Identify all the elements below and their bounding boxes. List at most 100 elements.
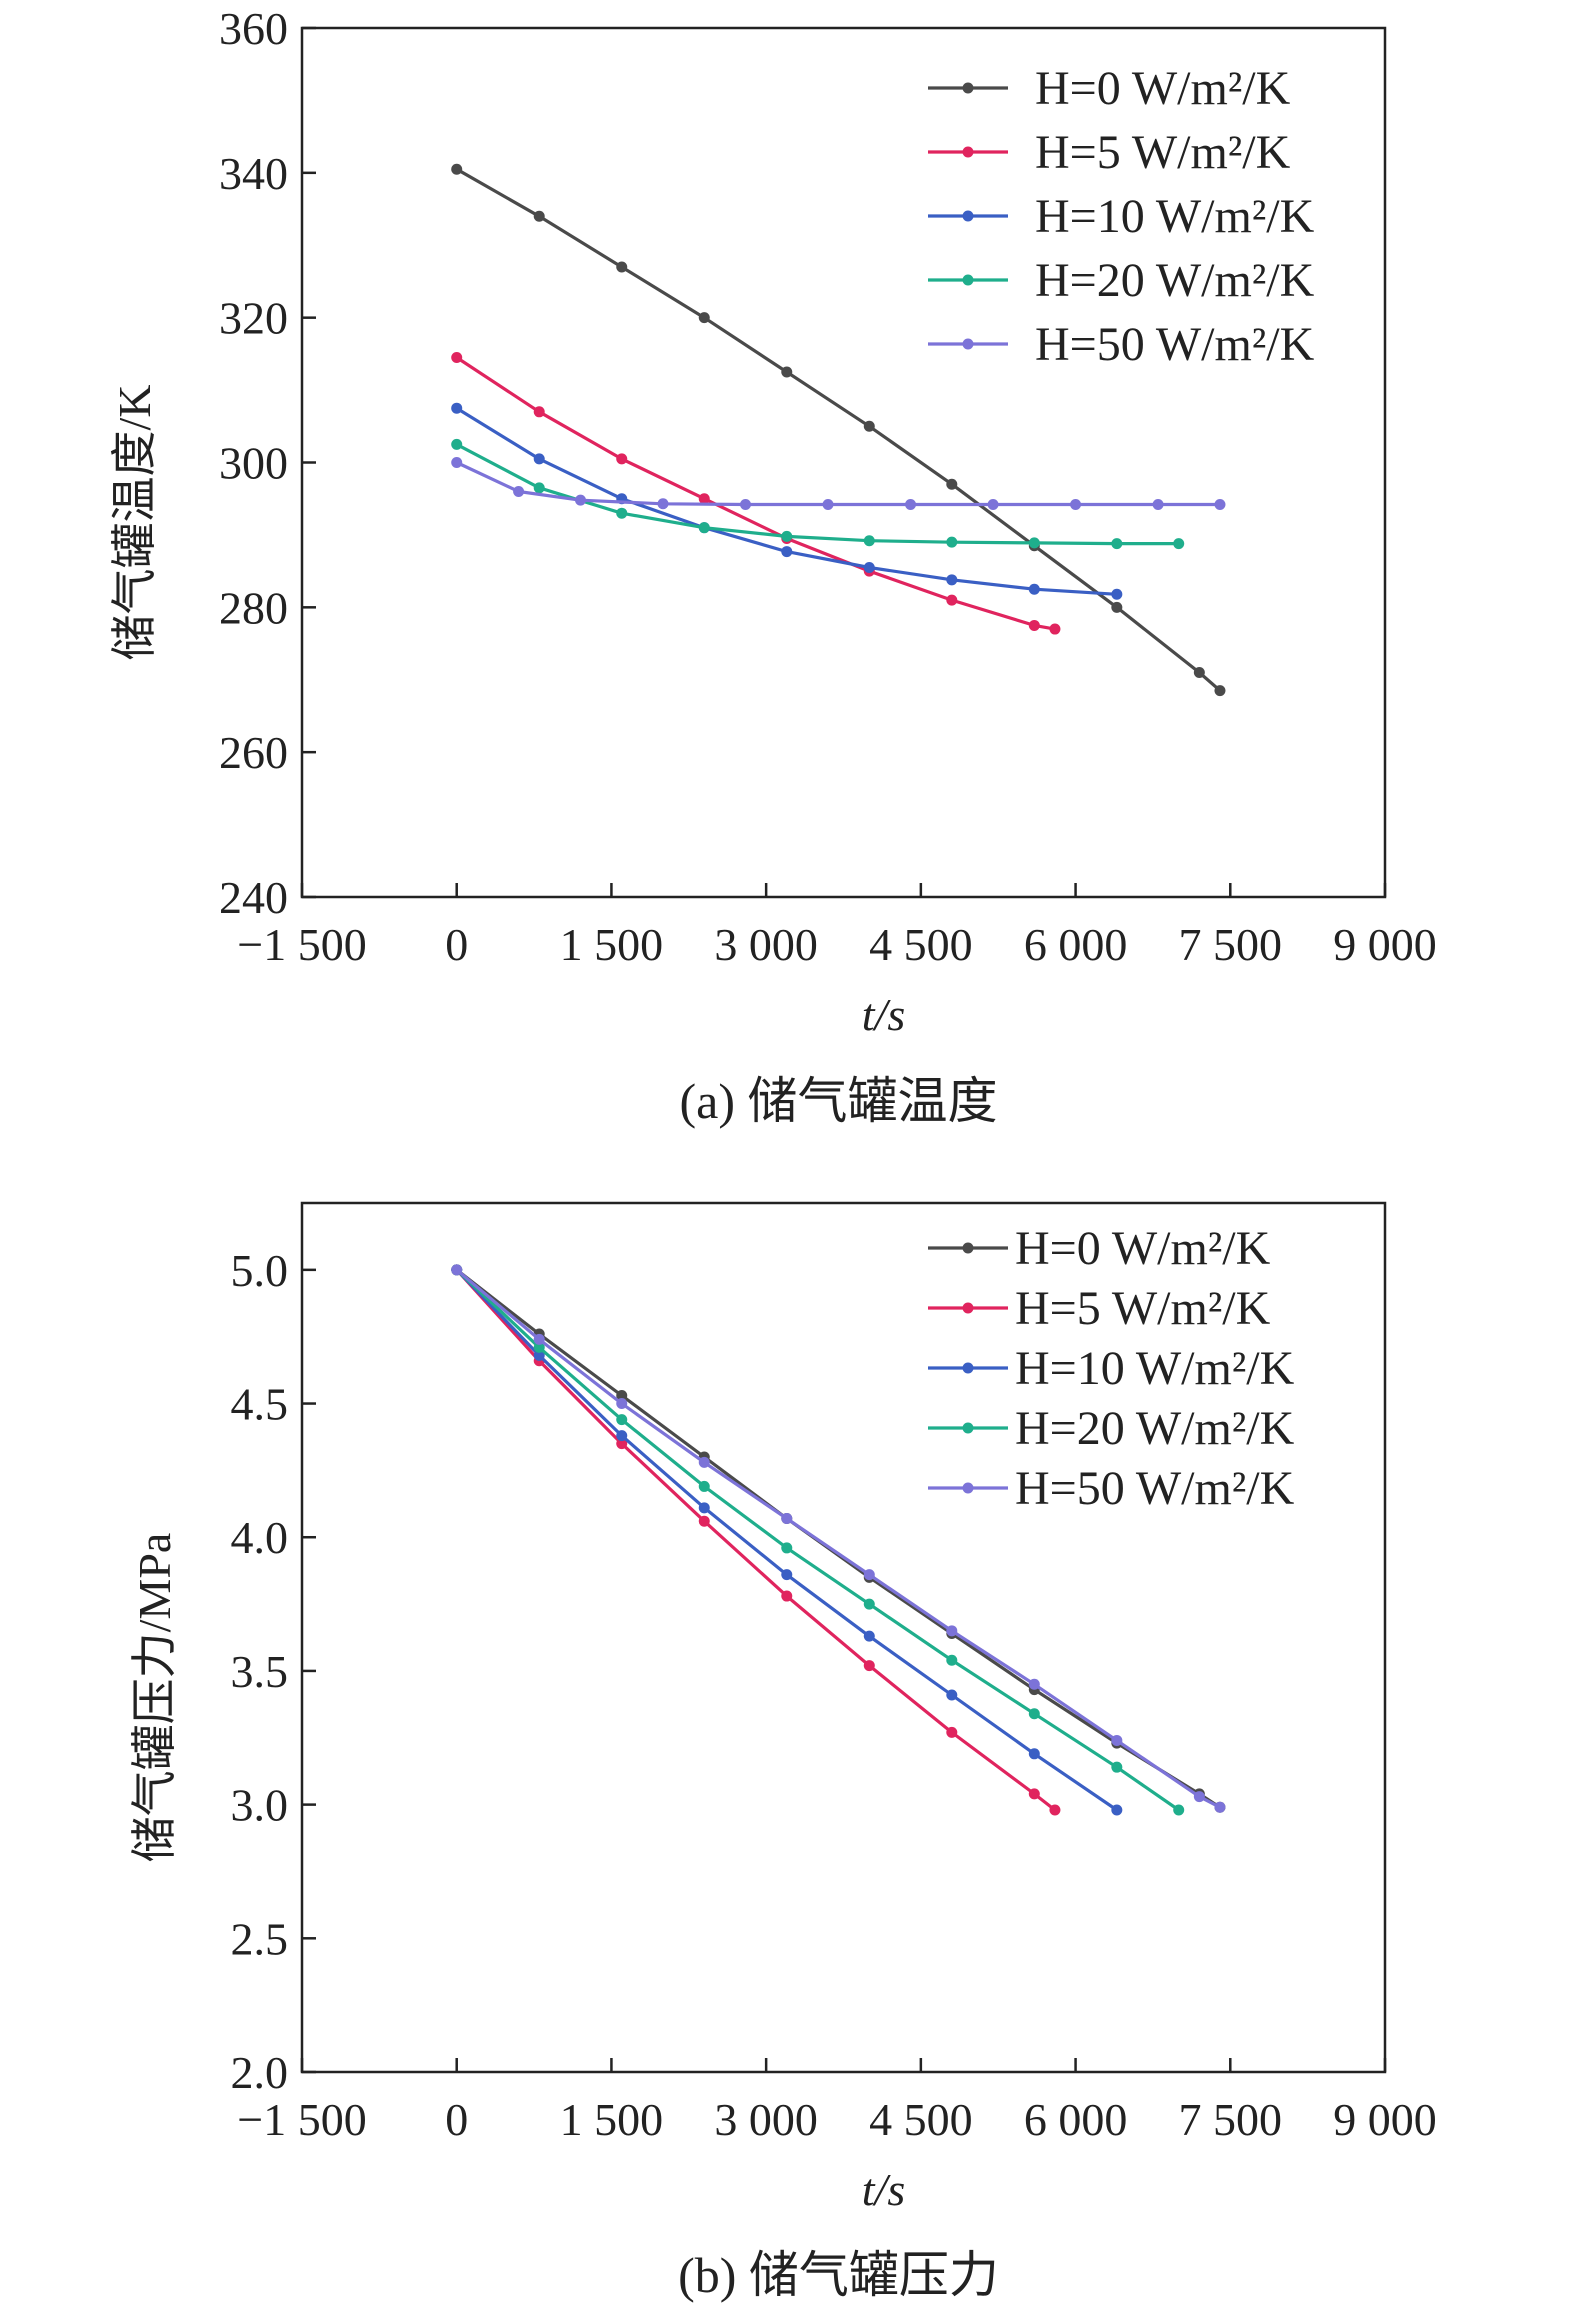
data-point	[740, 499, 752, 511]
data-point	[616, 1430, 628, 1442]
y-tick-label: 3.0	[231, 1780, 289, 1831]
data-point	[946, 594, 958, 606]
data-point	[1214, 685, 1226, 697]
data-point	[1111, 601, 1123, 613]
x-tick-label: 0	[445, 2094, 468, 2145]
legend-label: H=50 W/m²/K	[1035, 318, 1315, 371]
data-point	[781, 366, 793, 378]
data-point	[616, 1390, 628, 1402]
data-point	[1028, 1708, 1040, 1720]
data-point	[946, 574, 958, 586]
data-point	[1028, 1748, 1040, 1760]
x-tick-label: 1 500	[560, 2094, 664, 2145]
x-tick-label: 9 000	[1333, 919, 1437, 970]
series-line	[455, 1268, 1181, 1812]
x-tick-label: −1 500	[237, 919, 366, 970]
y-tick-label: 5.0	[231, 1245, 289, 1296]
data-point	[1111, 1734, 1123, 1746]
series-line	[455, 1268, 1057, 1812]
y-tick-label: 2.0	[231, 2047, 289, 2098]
data-point	[1173, 538, 1185, 550]
chart-temperature: −1 500 0 1 500 3 000 4 500 6 000 7 500 9 000 240…	[109, 3, 1437, 1129]
data-point	[946, 1689, 958, 1701]
data-point	[451, 351, 463, 363]
data-point	[946, 478, 958, 490]
data-point	[533, 1349, 545, 1361]
legend-swatch-marker	[962, 146, 974, 158]
y-tick-label: 260	[219, 727, 288, 778]
x-tick-label: 4 500	[869, 919, 973, 970]
data-point	[1070, 499, 1082, 511]
data-point	[1028, 619, 1040, 631]
data-point	[1028, 537, 1040, 549]
data-point	[513, 485, 525, 497]
figure-caption: (b) 储气罐压力	[678, 2247, 999, 2303]
y-tick-label: 280	[219, 582, 288, 633]
y-axis-title: 储气罐压力/MPa	[129, 1533, 180, 1863]
x-tick-label: 4 500	[869, 2094, 973, 2145]
data-point	[616, 261, 628, 273]
data-point	[946, 1625, 958, 1637]
x-tick-label: 6 000	[1024, 919, 1128, 970]
legend-swatch-marker	[962, 1362, 974, 1374]
series-line	[455, 442, 1181, 546]
data-point	[616, 1414, 628, 1426]
x-tick-label: 3 000	[714, 919, 818, 970]
legend-swatch-marker	[962, 1242, 974, 1254]
x-tick-label: 7 500	[1179, 2094, 1283, 2145]
data-point	[946, 1726, 958, 1738]
y-axis-title: 储气罐温度/K	[109, 385, 160, 661]
legend-swatch-marker	[962, 274, 974, 286]
legend-label: H=10 W/m²/K	[1015, 1342, 1295, 1395]
data-point	[451, 402, 463, 414]
data-point	[1173, 1804, 1185, 1816]
data-point	[1028, 583, 1040, 595]
data-point	[533, 406, 545, 418]
y-tick-label: 360	[219, 3, 288, 54]
legend-swatch-marker	[962, 210, 974, 222]
data-point	[616, 507, 628, 519]
y-tick-label: 320	[219, 293, 288, 344]
plot-frame	[300, 1201, 1387, 2074]
data-point	[987, 499, 999, 511]
data-point	[533, 1341, 545, 1353]
data-point	[1193, 667, 1205, 679]
data-point	[781, 1513, 793, 1525]
data-point	[698, 1515, 710, 1527]
x-tick-label: −1 500	[237, 2094, 366, 2145]
y-tick-label: 240	[219, 872, 288, 923]
data-point	[698, 522, 710, 534]
x-tick-label: 9 000	[1333, 2094, 1437, 2145]
data-point	[1028, 1678, 1040, 1690]
data-point	[946, 536, 958, 548]
x-tick-label: 6 000	[1024, 2094, 1128, 2145]
legend-swatch-marker	[962, 338, 974, 350]
legend-label: H=20 W/m²/K	[1035, 254, 1315, 307]
data-point	[698, 1456, 710, 1468]
y-tick-label: 3.5	[231, 1646, 289, 1697]
data-point	[863, 1569, 875, 1581]
x-axis-title: t/s	[862, 2164, 905, 2215]
data-point	[1111, 538, 1123, 550]
y-tick-label: 4.0	[231, 1512, 289, 1563]
x-axis-title: t/s	[862, 989, 905, 1040]
data-point	[574, 494, 586, 506]
y-tick-label: 300	[219, 438, 288, 489]
legend-label: H=0 W/m²/K	[1015, 1222, 1271, 1275]
data-point	[1028, 1788, 1040, 1800]
legend-swatch-marker	[962, 1482, 974, 1494]
data-point	[905, 499, 917, 511]
y-tick-label: 4.5	[231, 1379, 289, 1430]
data-point	[863, 420, 875, 432]
data-point	[1049, 1804, 1061, 1816]
legend-label: H=20 W/m²/K	[1015, 1402, 1295, 1455]
data-point	[863, 1660, 875, 1672]
data-point	[946, 1654, 958, 1666]
data-point	[822, 499, 834, 511]
data-point	[533, 210, 545, 222]
chart-pressure: −1 500 0 1 500 3 000 4 500 6 000 7 500 9 000 2.0…	[129, 1201, 1437, 2303]
data-point	[533, 453, 545, 465]
x-tick-label: 1 500	[560, 919, 664, 970]
data-point	[1152, 499, 1164, 511]
x-tick-label: 7 500	[1179, 919, 1283, 970]
